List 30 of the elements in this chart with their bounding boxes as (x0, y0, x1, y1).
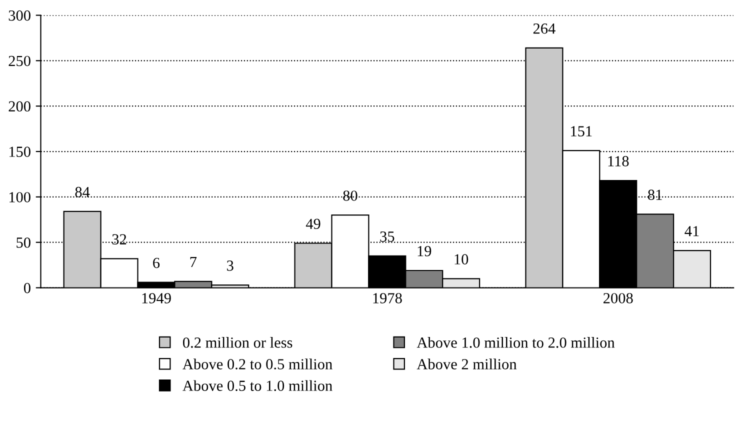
data-label: 6 (153, 258, 160, 268)
data-label: 84 (75, 186, 90, 198)
data-label: 80 (343, 190, 358, 201)
x-tick-label: 1949 (142, 293, 171, 304)
data-label: 3 (227, 260, 234, 271)
legend-label: Above 2 million (416, 358, 517, 370)
data-label: 35 (380, 231, 394, 242)
y-tick-label: 200 (8, 101, 30, 112)
legend-label: Above 0.5 to 1.0 million (182, 380, 332, 392)
data-label: 41 (684, 226, 699, 236)
y-tick-label: 250 (8, 56, 30, 66)
legend-label: Above 1.0 million to 2.0 million (416, 337, 615, 348)
legend-label: 0.2 million or less (182, 337, 292, 348)
y-tick-label: 100 (9, 192, 30, 202)
x-tick-label: 1978 (373, 293, 402, 304)
x-tick-label: 2008 (604, 293, 633, 304)
legend-label: Above 0.2 to 0.5 million (182, 358, 332, 370)
data-label: 7 (190, 257, 197, 268)
data-label: 49 (306, 218, 320, 230)
y-tick-label: 0 (24, 282, 30, 294)
data-label: 264 (533, 23, 556, 34)
data-label: 81 (648, 190, 662, 200)
data-label: 118 (608, 156, 629, 166)
data-label: 10 (454, 254, 468, 264)
data-label: 151 (571, 126, 592, 136)
y-tick-label: 50 (16, 237, 30, 248)
data-label: 32 (112, 234, 126, 244)
data-label: 19 (418, 246, 432, 256)
y-tick-label: 150 (9, 146, 30, 157)
y-tick-label: 300 (8, 10, 30, 21)
